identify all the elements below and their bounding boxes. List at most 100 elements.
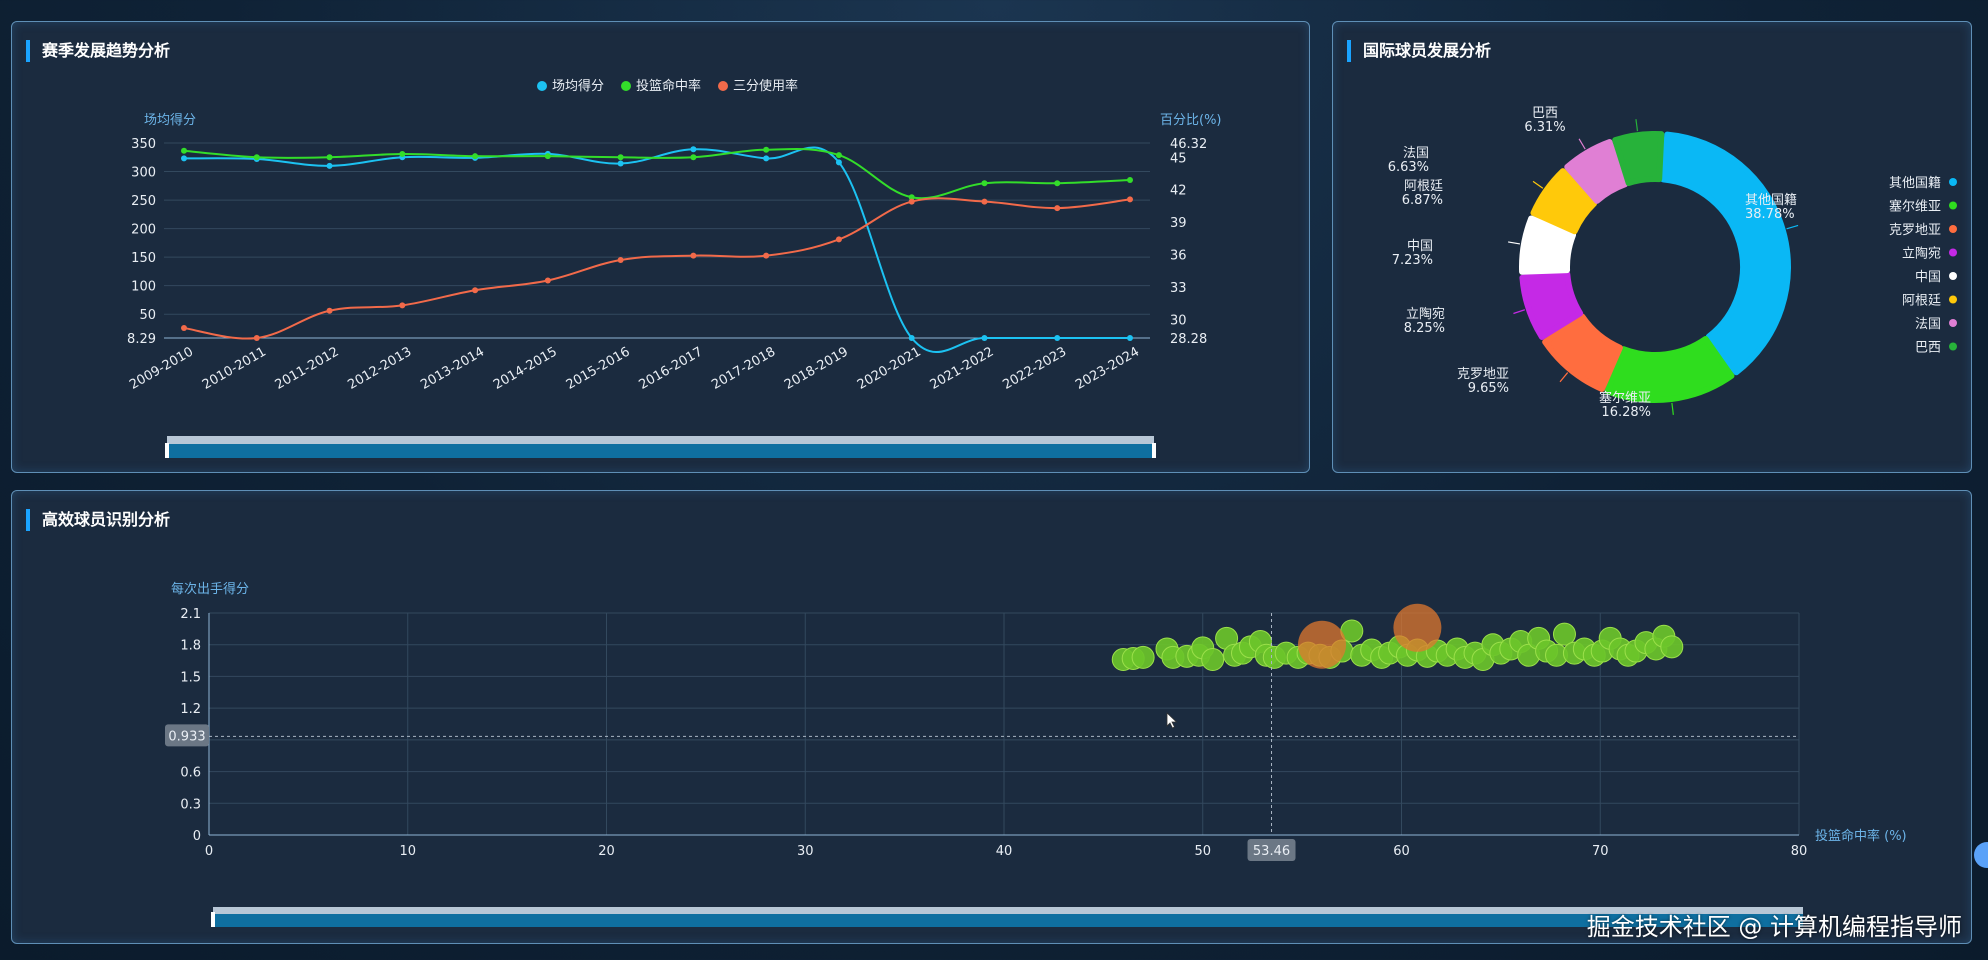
trend-left-tick: 100 (131, 280, 156, 295)
trend-right-tick: 45 (1170, 151, 1187, 166)
trend-right-tick: 28.28 (1170, 332, 1207, 347)
donut-slice-percent: 6.31% (1524, 120, 1565, 135)
donut-legend-label: 克罗地亚 (1889, 223, 1941, 238)
donut-slice-name: 阿根廷 (1404, 179, 1443, 194)
trend-series-point (326, 162, 333, 169)
trend-category-label: 2010-2011 (200, 344, 269, 392)
scatter-point (1201, 648, 1225, 672)
donut-slice-percent: 7.23% (1392, 253, 1433, 268)
trend-series-line-2 (183, 197, 1131, 340)
floating-action-dot[interactable] (1974, 842, 1988, 868)
donut-slice-0 (1660, 131, 1791, 376)
trend-left-tick: 150 (131, 251, 156, 266)
donut-slice-name: 中国 (1407, 239, 1433, 254)
slider-left-handle (211, 912, 215, 927)
trend-series-point (253, 335, 260, 341)
slider-top-bar (167, 436, 1154, 444)
trend-left-tick: 300 (131, 166, 156, 181)
donut-slice-name: 克罗地亚 (1457, 367, 1509, 382)
donut-leader-line (1508, 241, 1521, 245)
trend-series-point (1054, 205, 1061, 212)
trend-right-tick: 36 (1170, 249, 1187, 264)
trend-series-point (617, 154, 624, 161)
scatter-zoom-slider (211, 907, 1803, 927)
trend-series-point (326, 154, 333, 161)
trend-category-label: 2009-2010 (127, 344, 196, 392)
legend-marker-2 (718, 81, 728, 91)
donut-leader-line (1513, 309, 1526, 315)
trend-series-point (1054, 180, 1061, 187)
trend-left-tick: 8.29 (127, 332, 156, 347)
slider-top-bar (213, 907, 1803, 914)
donut-slice-6 (1564, 139, 1628, 204)
trend-series-point (399, 151, 406, 158)
trend-category-label: 2015-2016 (564, 344, 633, 392)
trend-left-tick: 200 (131, 223, 156, 238)
donut-slice-name: 巴西 (1532, 106, 1558, 121)
donut-legend-label: 其他国籍 (1889, 175, 1941, 191)
donut-legend-marker (1949, 248, 1957, 257)
trend-category-label: 2011-2012 (273, 344, 342, 392)
scatter-x-tick: 10 (399, 844, 416, 859)
scatter-x-tick: 50 (1194, 844, 1211, 859)
trend-category-label: 2017-2018 (709, 344, 778, 392)
legend-label-0: 场均得分 (552, 78, 604, 94)
trend-category-label: 2018-2019 (782, 344, 851, 392)
scatter-x-tick: 0 (205, 844, 213, 859)
trend-series-point (690, 146, 697, 153)
donut-legend-marker (1949, 178, 1957, 186)
scatter-y-tick: 0.3 (180, 797, 201, 812)
donut-legend-marker (1949, 201, 1957, 210)
donut-leader-line (1578, 138, 1586, 150)
scatter-y-tick: 1.5 (180, 670, 201, 685)
trend-right-axis-name: 百分比(%) (1160, 113, 1222, 128)
scatter-y-tick: 0.6 (180, 766, 201, 781)
scatter-x-tick: 30 (797, 844, 814, 859)
trend-series-point (981, 180, 988, 187)
scatter-y-tick: 2.1 (180, 607, 201, 622)
trend-series-point (1127, 335, 1133, 341)
scatter-point (1552, 622, 1576, 646)
trend-series-point (981, 198, 988, 205)
trend-series-point (253, 154, 260, 161)
trend-series-point (399, 302, 406, 309)
trend-category-label: 2016-2017 (637, 344, 706, 392)
scatter-x-tick: 60 (1393, 844, 1410, 859)
trend-legend: 场均得分 投篮命中率 三分使用率 (537, 78, 798, 94)
donut-slice-name: 塞尔维亚 (1599, 390, 1651, 406)
trend-category-label: 2020-2021 (855, 344, 924, 392)
scatter-x-tick: 70 (1592, 844, 1609, 859)
scatter-y-tick: 1.8 (180, 639, 201, 654)
donut-slice-7 (1612, 131, 1665, 187)
watermark: 掘金技术社区 @ 计算机编程指导师 (1586, 913, 1962, 941)
trend-series-point (544, 277, 551, 284)
scatter-point (1660, 635, 1684, 659)
trend-series-line-0 (183, 146, 1130, 353)
trend-zoom-slider (165, 436, 1156, 458)
legend-label-2: 三分使用率 (733, 78, 798, 94)
donut-slice-percent: 8.25% (1404, 321, 1445, 336)
scatter-x-axis-name: 投篮命中率 (%) (1815, 828, 1907, 844)
crosshair-y-label: 0.933 (168, 729, 205, 744)
trend-series-point (908, 198, 915, 205)
trend-series-point (835, 159, 842, 166)
trend-left-tick: 50 (139, 308, 156, 323)
trend-series-point (1054, 335, 1061, 341)
donut-leader-line (1559, 372, 1569, 383)
trend-panel: 赛季发展趋势分析 场均得分 投篮命中率 三分使用率 场均得分 百分比(%) 350 300 2… (11, 21, 1310, 473)
scatter-point (1131, 645, 1155, 669)
donut-legend-label: 法国 (1915, 317, 1941, 332)
donut-legend-label: 中国 (1915, 270, 1941, 285)
donut-slice-3 (1519, 271, 1584, 340)
trend-series-point (763, 252, 770, 259)
scatter-x-tick: 40 (996, 844, 1013, 859)
scatter-highlight-point (1298, 620, 1346, 669)
donut-slice-4 (1519, 215, 1577, 275)
trend-series-point (181, 325, 187, 332)
scatter-y-axis-name: 每次出手得分 (171, 581, 249, 597)
donut-slice-percent: 16.28% (1601, 405, 1651, 420)
donut-legend-label: 阿根廷 (1902, 294, 1941, 309)
donut-leader-line (1671, 402, 1674, 415)
